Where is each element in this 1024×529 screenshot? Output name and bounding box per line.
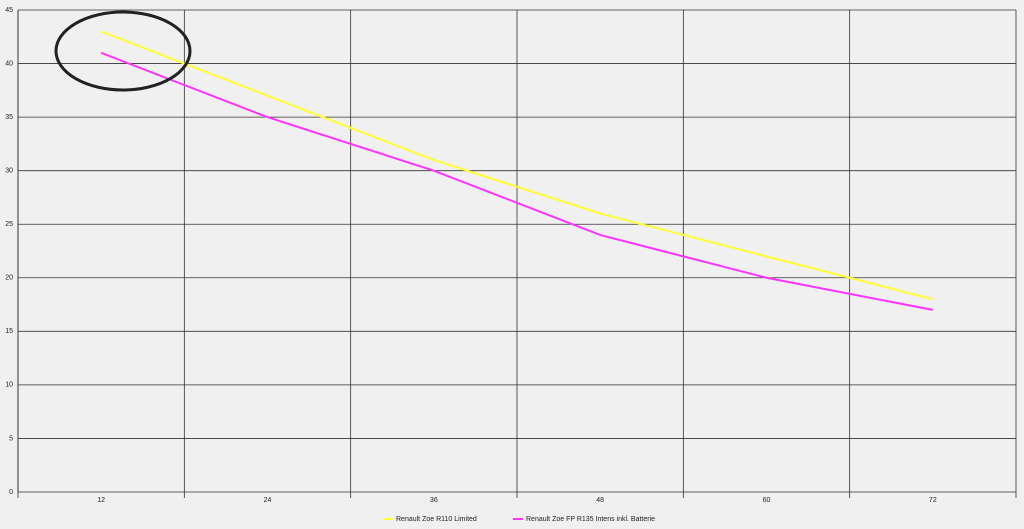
highlight-circle [54,10,192,92]
y-tick-label: 10 [5,382,13,389]
x-tick-label: 24 [264,497,272,504]
x-tick-label: 48 [596,497,604,504]
y-tick-label: 30 [5,168,13,175]
y-tick-label: 15 [5,328,13,335]
series-line [100,30,934,301]
y-tick-label: 0 [9,489,13,496]
y-tick-label: 40 [5,60,13,67]
y-tick-label: 25 [5,221,13,228]
y-tick-label: 20 [5,275,13,282]
x-tick-label: 36 [430,497,438,504]
x-tick-label: 60 [763,497,771,504]
series-line [100,51,934,311]
x-tick-label: 72 [929,497,937,504]
y-tick-label: 45 [5,7,13,14]
legend-label: Renault Zoe R110 Limited [396,516,477,523]
x-tick-label: 12 [97,497,105,504]
y-tick-label: 35 [5,114,13,121]
y-tick-label: 5 [9,435,13,442]
legend-label: Renault Zoe FP R135 Intens inkl. Batteri… [526,516,655,523]
